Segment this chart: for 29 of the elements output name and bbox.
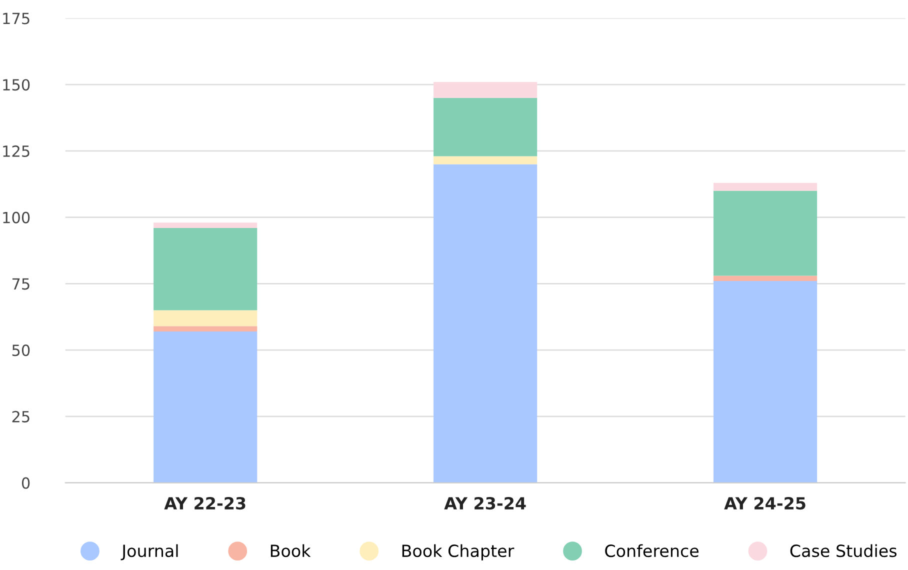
x-tick-label: AY 24-25 [724,496,806,510]
bar [434,98,538,156]
x-tick-label: AY 23-24 [444,496,526,510]
bar [434,156,538,164]
y-tick-label: 50 [12,344,30,356]
x-tick-label: AY 22-23 [164,496,246,510]
y-tick-label: 150 [3,79,30,91]
legend-label: Case Studies [790,544,897,558]
bar [154,222,258,228]
bar [154,326,258,332]
y-tick-label: 175 [3,12,30,24]
legend-label: Journal [120,544,178,560]
bar [714,281,818,483]
bar [154,310,258,326]
bar [714,276,818,282]
bar [434,82,538,98]
y-tick-label: 0 [22,477,30,489]
legend-label: Book Chapter [402,544,514,560]
y-tick-label: 75 [12,278,30,290]
legend-label: Conference [605,544,699,558]
bar [154,228,258,310]
bar [714,190,818,276]
y-tick-label: 100 [3,212,30,224]
legend-label: Book [270,544,311,558]
bar [154,331,258,483]
y-tick-label: 125 [3,145,30,157]
bar [714,182,818,191]
y-tick-label: 25 [12,410,30,422]
bar [434,164,538,483]
